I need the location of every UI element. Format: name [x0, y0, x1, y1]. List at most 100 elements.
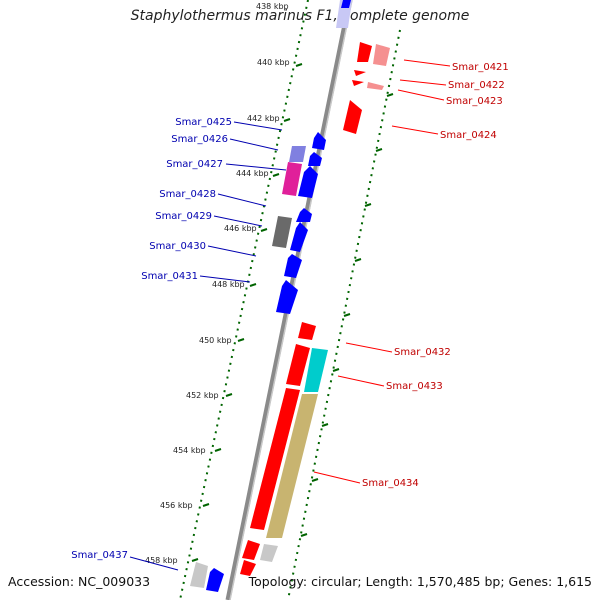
- leader-smar-0429: [213, 215, 263, 227]
- tick-448: [249, 283, 257, 287]
- gene-label: Smar_0423: [446, 96, 503, 107]
- reverse-gene-labels: Smar_0425 Smar_0426 Smar_0427 Smar_0428 …: [71, 117, 232, 561]
- reverse-genes: [190, 132, 326, 592]
- tick-454: [214, 448, 222, 452]
- gene-smar-0427-shade: [282, 162, 302, 196]
- rtick-4: [354, 258, 362, 262]
- scale-label: 444 kbp: [236, 169, 269, 178]
- rtick-6: [332, 368, 340, 372]
- leader-smar-0427: [225, 163, 287, 171]
- gene-smar-0423: [352, 80, 364, 86]
- gene-smar-0437: [206, 568, 224, 592]
- forward-leader-lines: [313, 59, 451, 484]
- gene-smar-0428: [296, 208, 312, 222]
- gene-smar-0437-shade: [190, 562, 208, 588]
- scale-labels: 438 kbp 440 kbp 442 kbp 444 kbp 446 kbp …: [145, 2, 290, 565]
- gene-smar-0434-red: [250, 388, 300, 530]
- gene-label: Smar_0427: [166, 159, 223, 170]
- rtick-7: [321, 423, 329, 427]
- leader-smar-0426: [229, 138, 279, 151]
- scale-label: 456 kbp: [160, 501, 193, 510]
- leader-smar-0431: [199, 275, 251, 283]
- forward-gene-labels: Smar_0421 Smar_0422 Smar_0423 Smar_0424 …: [362, 62, 509, 489]
- gene-label: Smar_0422: [448, 80, 505, 91]
- rtick-3: [364, 203, 372, 207]
- gene-label: Smar_0437: [71, 550, 128, 561]
- leader-smar-0432: [345, 342, 393, 353]
- scale-label: 446 kbp: [224, 224, 257, 233]
- feature-top-blue: [341, 0, 351, 8]
- left-scale-track: [179, 0, 309, 600]
- leader-smar-0422: [399, 79, 447, 86]
- tick-444: [272, 173, 280, 177]
- reverse-leader-lines: [129, 121, 287, 571]
- gene-smar-0435: [242, 540, 260, 560]
- gene-smar-0426: [308, 152, 322, 166]
- tick-440: [295, 63, 303, 67]
- gene-label: Smar_0432: [394, 347, 451, 358]
- gene-label: Smar_0433: [386, 381, 443, 392]
- rtick-9: [300, 533, 308, 537]
- forward-genes: [240, 42, 390, 576]
- rtick-5: [343, 313, 351, 317]
- gene-smar-0423-shade: [367, 82, 384, 90]
- leader-smar-0433: [337, 375, 385, 387]
- scale-label: 458 kbp: [145, 556, 178, 565]
- gene-smar-0422: [354, 70, 366, 76]
- gene-label: Smar_0426: [171, 134, 228, 145]
- leader-smar-0425: [233, 121, 283, 131]
- gene-smar-0429-shade: [272, 216, 292, 248]
- gene-label: Smar_0428: [159, 189, 216, 200]
- gene-label: Smar_0430: [149, 241, 206, 252]
- gene-label: Smar_0424: [440, 130, 497, 141]
- scale-ticks: [191, 63, 303, 562]
- scale-label: 442 kbp: [247, 114, 280, 123]
- rtick-2: [375, 148, 383, 152]
- tick-456: [202, 503, 210, 507]
- scale-label: 452 kbp: [186, 391, 219, 400]
- genome-summary: Topology: circular; Length: 1,570,485 bp…: [248, 574, 592, 589]
- leader-smar-0430: [207, 245, 257, 257]
- tick-458: [191, 558, 199, 562]
- gene-label: Smar_0425: [175, 117, 232, 128]
- accession-label: Accession: NC_009033: [8, 574, 151, 589]
- right-scale-track: [287, 29, 401, 600]
- leader-smar-0421: [403, 59, 451, 67]
- gene-smar-0433: [304, 348, 328, 392]
- gene-smar-0432: [298, 322, 316, 340]
- scale-label: 450 kbp: [199, 336, 232, 345]
- leader-smar-0424: [391, 125, 439, 135]
- map-title: Staphylothermus marinus F1, complete gen…: [130, 8, 470, 24]
- gene-smar-0426-shade: [289, 146, 306, 162]
- leader-smar-0423: [397, 89, 445, 101]
- scale-label: 438 kbp: [256, 2, 289, 11]
- scale-label: 440 kbp: [257, 58, 290, 67]
- scale-label: 454 kbp: [173, 446, 206, 455]
- scale-label: 448 kbp: [212, 280, 245, 289]
- tick-446: [260, 228, 268, 232]
- gene-smar-0424: [343, 100, 362, 134]
- gene-smar-0421: [357, 42, 372, 62]
- gene-smar-0431: [276, 280, 298, 314]
- gene-label: Smar_0434: [362, 478, 419, 489]
- gene-smar-0436: [260, 544, 278, 562]
- right-scale-ticks: [300, 93, 394, 537]
- gene-smar-0425: [312, 132, 326, 150]
- tick-442: [283, 118, 291, 122]
- gene-smar-0436-red: [240, 560, 256, 576]
- gene-smar-0427: [298, 166, 318, 198]
- leader-smar-0437: [129, 556, 179, 571]
- gene-smar-0434: [266, 394, 318, 538]
- tick-450: [237, 338, 245, 342]
- tick-452: [225, 393, 233, 397]
- gene-label: Smar_0421: [452, 62, 509, 73]
- gene-label: Smar_0429: [155, 211, 212, 222]
- leader-smar-0434: [313, 471, 361, 484]
- gene-smar-0433-red: [286, 344, 310, 386]
- gene-smar-0429: [290, 222, 308, 252]
- rtick-1: [386, 93, 394, 97]
- leader-smar-0428: [217, 193, 267, 207]
- gene-label: Smar_0431: [141, 271, 198, 282]
- rtick-8: [311, 478, 319, 482]
